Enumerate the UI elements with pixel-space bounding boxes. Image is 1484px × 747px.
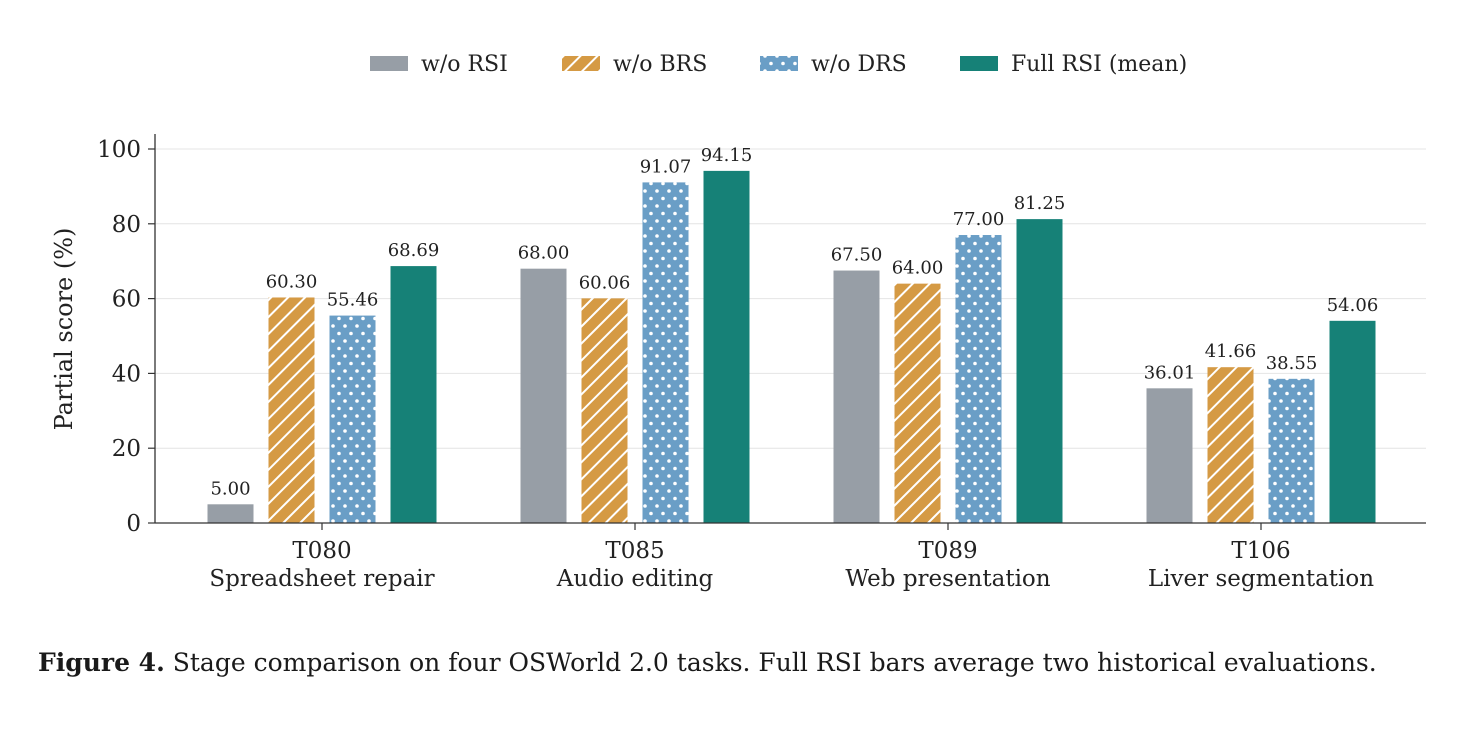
bar [1329, 320, 1376, 523]
x-tick-name: Web presentation [845, 566, 1050, 592]
bar [703, 170, 750, 523]
bar-value-label: 36.01 [1144, 362, 1196, 383]
x-tick-name: Liver segmentation [1148, 566, 1374, 592]
legend: w/o RSI w/o BRS w/o DRS Full RSI (mean) [370, 52, 1187, 77]
legend-swatch [562, 56, 600, 71]
bar [268, 297, 315, 523]
y-tick-label: 80 [112, 212, 141, 238]
y-tick-label: 100 [97, 137, 141, 163]
bar-value-label: 81.25 [1014, 193, 1066, 214]
x-tick-code: T089 [918, 538, 977, 564]
legend-swatch [760, 56, 798, 71]
x-tick-code: T085 [605, 538, 664, 564]
caption-text: Stage comparison on four OSWorld 2.0 tas… [164, 648, 1377, 677]
legend-swatch [960, 56, 998, 71]
bar [1268, 378, 1315, 523]
bar [642, 182, 689, 523]
bar-value-label: 41.66 [1205, 341, 1257, 362]
bar [1146, 388, 1193, 523]
bar-value-label: 94.15 [701, 145, 753, 166]
bar-value-label: 67.50 [831, 245, 883, 266]
bar [520, 268, 567, 523]
figure-caption: Figure 4. Stage comparison on four OSWor… [38, 648, 1458, 677]
bar-value-label: 68.00 [518, 243, 570, 264]
bar [207, 504, 254, 523]
caption-label: Figure 4. [38, 648, 165, 677]
bar-value-label: 64.00 [892, 258, 944, 279]
x-tick-code: T080 [292, 538, 351, 564]
bar [581, 298, 628, 523]
legend-label: Full RSI (mean) [1011, 52, 1187, 77]
bar-value-label: 60.06 [579, 272, 631, 293]
bar-value-label: 60.30 [266, 271, 318, 292]
legend-label: w/o DRS [811, 52, 907, 77]
bar [1016, 219, 1063, 523]
bar [894, 283, 941, 523]
x-tick-code: T106 [1231, 538, 1290, 564]
bar-chart: w/o RSI w/o BRS w/o DRS Full RSI (mean) 5.0… [50, 52, 1426, 592]
y-tick-label: 60 [112, 287, 141, 313]
y-axis-label: Partial score (%) [50, 228, 78, 431]
bar-value-labels: 5.00 68.00 67.50 36.01 60.30 60.06 64.00 41.66 5… [210, 145, 1378, 499]
bar-value-label: 77.00 [953, 209, 1005, 230]
legend-swatch [370, 56, 408, 71]
bar [955, 235, 1002, 523]
bar-value-label: 38.55 [1266, 353, 1318, 374]
bar [329, 315, 376, 523]
bar [1207, 367, 1254, 523]
bar-value-label: 54.06 [1327, 295, 1379, 316]
y-tick-label: 0 [126, 511, 141, 537]
y-tick-label: 20 [112, 436, 141, 462]
legend-label: w/o BRS [613, 52, 707, 77]
bar-value-label: 5.00 [210, 478, 250, 499]
x-tick-name: Audio editing [556, 566, 714, 592]
y-tick-label: 40 [112, 361, 141, 387]
legend-label: w/o RSI [421, 52, 508, 77]
bar-value-label: 68.69 [388, 240, 440, 261]
bar-value-label: 55.46 [327, 290, 379, 311]
bar-value-label: 91.07 [640, 156, 692, 177]
bar [833, 270, 880, 523]
bars [207, 170, 1376, 523]
bar [390, 266, 437, 523]
x-tick-name: Spreadsheet repair [209, 566, 434, 592]
